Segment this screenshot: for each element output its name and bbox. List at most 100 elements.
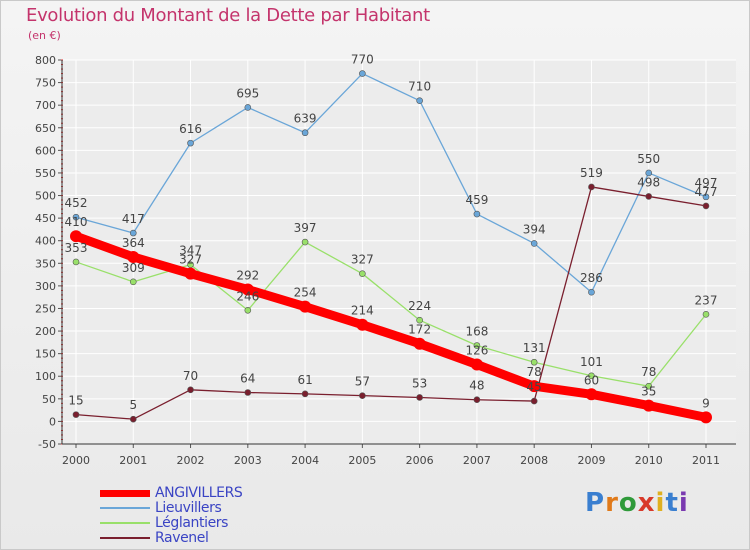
data-label-leglantiers: 131 (523, 341, 546, 355)
y-tick-label: 350 (35, 257, 56, 270)
x-tick-label: 2009 (577, 454, 605, 467)
data-label-leglantiers: 224 (408, 299, 431, 313)
point-angivillers (642, 399, 655, 412)
point-angivillers (241, 283, 254, 296)
data-label-lieuvillers: 459 (465, 193, 488, 207)
logo-letter: i (655, 488, 666, 518)
point-angivillers (184, 267, 197, 280)
legend-item-angivillers: ANGIVILLERS (100, 485, 300, 501)
point-lieuvillers (359, 70, 366, 77)
plot-area (62, 60, 736, 444)
point-leglantiers (530, 358, 538, 366)
series-line-ravenel (75, 186, 707, 420)
chart-subtitle: (en €) (28, 29, 61, 42)
point-ravenel (301, 390, 309, 398)
point-lieuvillers (588, 288, 595, 296)
data-label-angivillers: 126 (465, 343, 488, 357)
data-label-ravenel: 498 (637, 175, 660, 189)
point-leglantiers (129, 278, 137, 286)
legend-label-leglantiers: Léglantiers (155, 515, 229, 531)
data-label-lieuvillers: 497 (695, 176, 718, 190)
y-tick-label: 450 (35, 212, 56, 225)
data-label-angivillers: 214 (351, 304, 374, 318)
point-leglantiers (72, 258, 80, 266)
data-label-ravenel: 477 (695, 185, 718, 199)
point-lieuvillers (473, 210, 481, 218)
legend-label-ravenel: Ravenel (155, 530, 209, 546)
logo-letter: t (665, 488, 679, 518)
data-label-lieuvillers: 417 (122, 212, 145, 226)
x-tick-label: 2005 (348, 454, 376, 467)
legend-swatch-ravenel (100, 537, 150, 539)
point-leglantiers (244, 306, 252, 314)
x-tick-label: 2010 (635, 454, 663, 467)
data-label-lieuvillers: 695 (236, 86, 259, 100)
point-ravenel (473, 396, 481, 404)
data-label-ravenel: 57 (355, 375, 370, 389)
data-label-leglantiers: 327 (351, 253, 374, 267)
data-label-lieuvillers: 770 (351, 53, 374, 67)
point-lieuvillers (530, 240, 538, 247)
point-ravenel (645, 193, 653, 200)
point-leglantiers (645, 382, 653, 390)
point-ravenel (359, 392, 366, 399)
point-ravenel (244, 389, 252, 396)
data-label-lieuvillers: 616 (179, 122, 202, 136)
data-label-leglantiers: 397 (294, 221, 317, 235)
data-label-lieuvillers: 452 (65, 196, 88, 210)
point-angivillers (299, 300, 312, 313)
point-angivillers (528, 380, 541, 393)
point-angivillers (356, 318, 369, 331)
y-tick-label: 0 (49, 415, 56, 428)
x-tick-label: 2000 (62, 454, 90, 467)
y-tick-label: 300 (35, 280, 56, 293)
data-label-leglantiers: 246 (236, 289, 259, 303)
legend: ANGIVILLERS Lieuvillers Léglantiers Rave… (100, 485, 300, 546)
y-tick-label: 500 (35, 190, 56, 203)
point-angivillers (127, 250, 140, 263)
data-label-angivillers: 172 (408, 323, 431, 337)
data-label-lieuvillers: 550 (637, 152, 660, 166)
logo-letter: r (605, 488, 619, 518)
y-tick-label: 100 (35, 370, 56, 383)
data-label-ravenel: 64 (240, 371, 255, 385)
data-label-angivillers: 9 (702, 396, 710, 410)
data-label-angivillers: 292 (236, 268, 259, 282)
x-tick-label: 2004 (291, 454, 319, 467)
data-label-ravenel: 15 (68, 394, 83, 408)
point-ravenel (530, 397, 538, 405)
point-lieuvillers (244, 104, 252, 111)
point-lieuvillers (301, 129, 309, 137)
data-label-leglantiers: 237 (695, 293, 718, 307)
y-tick-label: 750 (35, 77, 56, 90)
point-angivillers (413, 337, 426, 350)
series-line-angivillers (71, 231, 711, 422)
y-tick-label: 150 (35, 348, 56, 361)
data-label-angivillers: 410 (65, 215, 88, 229)
point-lieuvillers (72, 213, 80, 221)
data-label-lieuvillers: 710 (408, 80, 431, 94)
data-label-angivillers: 254 (294, 286, 317, 300)
point-lieuvillers (187, 139, 194, 147)
y-tick-label: -50 (38, 438, 56, 451)
logo-letter: P (585, 488, 606, 518)
y-tick-label: 200 (35, 325, 56, 338)
proxiti-logo: Proxiti (585, 488, 689, 518)
point-angivillers (585, 388, 598, 401)
point-lieuvillers (129, 229, 137, 237)
data-label-ravenel: 53 (412, 376, 427, 390)
logo-letter: i (678, 488, 689, 518)
x-tick-label: 2008 (520, 454, 548, 467)
x-tick-label: 2002 (177, 454, 205, 467)
point-leglantiers (702, 311, 710, 318)
data-label-ravenel: 61 (297, 373, 312, 387)
logo-letter: x (637, 488, 656, 518)
data-label-leglantiers: 101 (580, 355, 603, 369)
data-label-angivillers: 327 (179, 253, 202, 267)
data-label-lieuvillers: 639 (294, 112, 317, 126)
point-leglantiers (187, 261, 194, 268)
chart-title: Evolution du Montant de la Dette par Hab… (26, 5, 430, 26)
y-tick-label: 800 (35, 54, 56, 67)
x-tick-label: 2006 (406, 454, 434, 467)
legend-label-lieuvillers: Lieuvillers (155, 500, 222, 516)
